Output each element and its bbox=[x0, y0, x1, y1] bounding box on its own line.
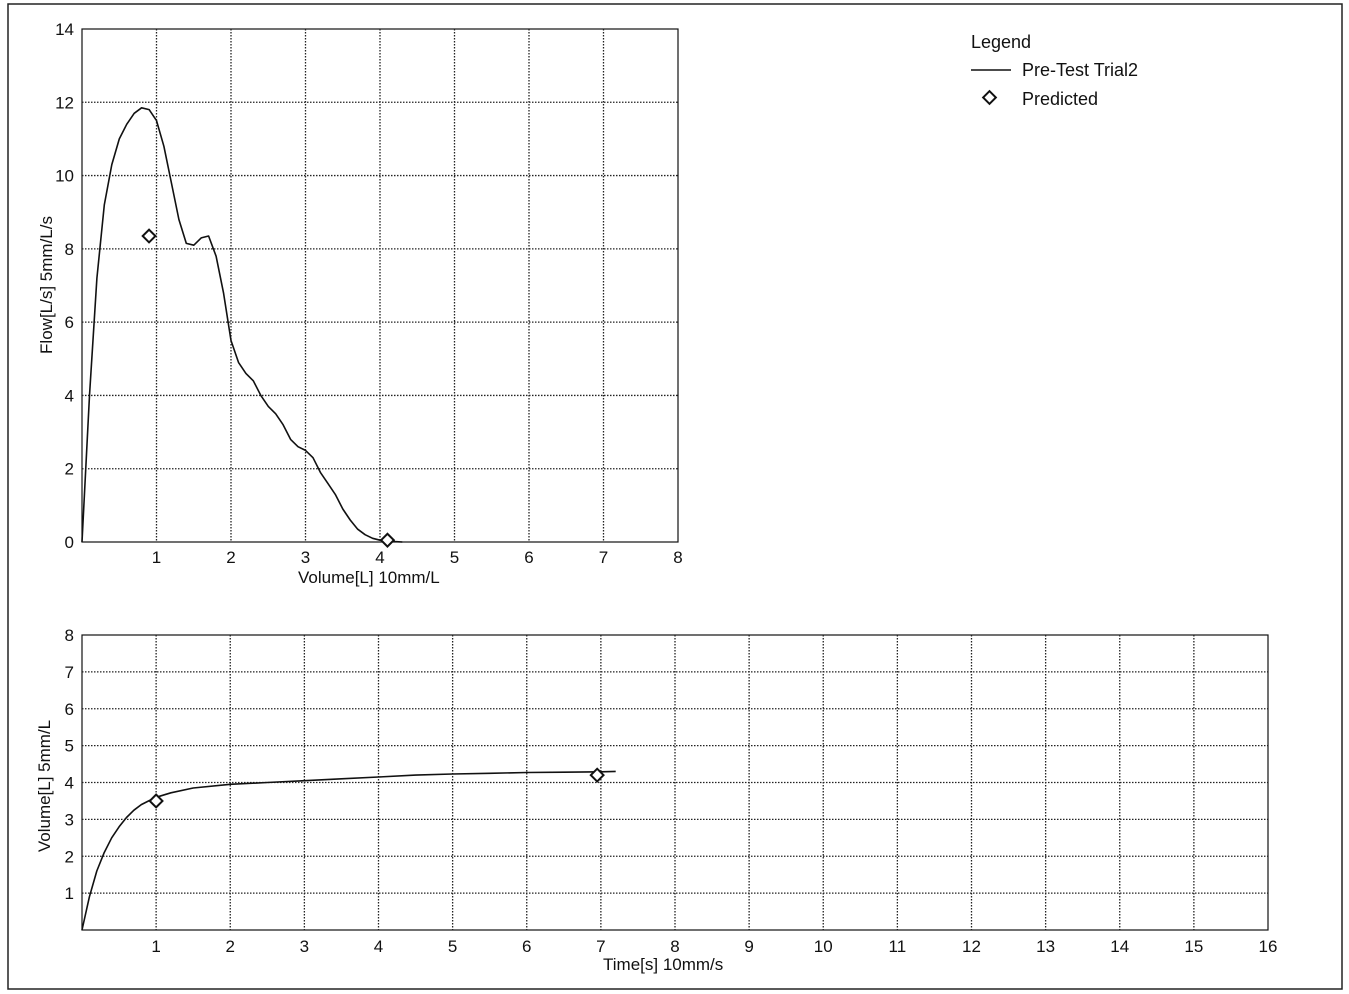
volume-time-y-tick-label: 4 bbox=[65, 774, 74, 793]
volume-time-x-tick-label: 1 bbox=[151, 937, 160, 956]
flow-volume-y-tick-label: 6 bbox=[65, 313, 74, 332]
flow-volume-x-tick-label: 1 bbox=[152, 548, 161, 567]
volume-time-predicted-point bbox=[589, 767, 605, 783]
flow-volume-predicted-point bbox=[379, 532, 396, 548]
legend-title: Legend bbox=[971, 32, 1031, 52]
volume-time-x-tick-label: 12 bbox=[962, 937, 981, 956]
volume-time-predicted-layer bbox=[148, 767, 605, 809]
flow-volume-predicted-point bbox=[141, 228, 157, 244]
flow-volume-x-tick-label: 8 bbox=[673, 548, 682, 567]
volume-time-x-tick-label: 4 bbox=[374, 937, 383, 956]
volume-time-trial-curve bbox=[81, 770, 616, 931]
flow-volume-x-tick-label: 7 bbox=[599, 548, 608, 567]
volume-time-x-tick-label: 16 bbox=[1259, 937, 1278, 956]
legend-entry-predicted: Predicted bbox=[1022, 89, 1098, 109]
flow-volume-x-tick-label: 5 bbox=[450, 548, 459, 567]
legend-entry-trial: Pre-Test Trial2 bbox=[1022, 60, 1138, 80]
volume-time-y-tick-label: 8 bbox=[65, 626, 74, 645]
legend-diamond-icon bbox=[981, 89, 998, 106]
flow-volume-trial-curve bbox=[81, 107, 403, 543]
volume-time-x-tick-label: 8 bbox=[670, 937, 679, 956]
flow-volume-x-tick-label: 6 bbox=[524, 548, 533, 567]
flow-volume-x-tick-label: 2 bbox=[226, 548, 235, 567]
volume-time-y-tick-label: 1 bbox=[65, 884, 74, 903]
volume-time-y-tick-label: 6 bbox=[65, 700, 74, 719]
flow-volume-x-tick-label: 3 bbox=[301, 548, 310, 567]
volume-time-x-tick-label: 7 bbox=[596, 937, 605, 956]
volume-time-y-tick-label: 2 bbox=[65, 847, 74, 866]
volume-time-y-axis-label: Volume[L] 5mm/L bbox=[35, 720, 54, 852]
volume-time-y-tick-label: 3 bbox=[65, 810, 74, 829]
volume-time-y-ticks: 1 2 3 4 5 6 7 8 bbox=[65, 626, 74, 903]
flow-volume-x-axis-label: Volume[L] 10mm/L bbox=[298, 568, 440, 587]
legend: Legend Pre-Test Trial2 Predicted bbox=[971, 32, 1138, 109]
volume-time-x-tick-label: 2 bbox=[226, 937, 235, 956]
volume-time-x-tick-label: 15 bbox=[1184, 937, 1203, 956]
flow-volume-grid bbox=[81, 28, 679, 543]
volume-time-x-tick-label: 10 bbox=[814, 937, 833, 956]
flow-volume-y-ticks: 0 2 4 6 8 10 12 14 bbox=[55, 20, 74, 552]
volume-time-grid bbox=[81, 634, 1269, 931]
volume-time-y-tick-label: 5 bbox=[65, 737, 74, 756]
volume-time-curve-layer bbox=[81, 770, 616, 931]
flow-volume-y-tick-label: 0 bbox=[65, 533, 74, 552]
flow-volume-x-tick-label: 4 bbox=[375, 548, 384, 567]
flow-volume-y-tick-label: 10 bbox=[55, 167, 74, 186]
flow-volume-curve-layer bbox=[81, 107, 403, 543]
volume-time-x-tick-label: 9 bbox=[744, 937, 753, 956]
page-border bbox=[7, 3, 1343, 990]
volume-time-x-ticks: 1 2 3 4 5 6 7 8 9 10 11 12 13 14 15 16 bbox=[151, 937, 1277, 956]
flow-volume-y-tick-label: 4 bbox=[65, 386, 74, 405]
volume-time-x-tick-label: 13 bbox=[1036, 937, 1055, 956]
volume-time-x-axis-label: Time[s] 10mm/s bbox=[603, 955, 723, 974]
flow-volume-y-axis-label: Flow[L/s] 5mm/L/s bbox=[37, 216, 56, 354]
volume-time-x-tick-label: 3 bbox=[300, 937, 309, 956]
flow-volume-y-tick-label: 2 bbox=[65, 460, 74, 479]
flow-volume-y-tick-label: 14 bbox=[55, 20, 74, 39]
volume-time-x-tick-label: 14 bbox=[1110, 937, 1129, 956]
flow-volume-predicted-layer bbox=[141, 228, 396, 548]
flow-volume-x-ticks: 1 2 3 4 5 6 7 8 bbox=[152, 548, 683, 567]
volume-time-x-tick-label: 5 bbox=[448, 937, 457, 956]
flow-volume-y-tick-label: 8 bbox=[65, 240, 74, 259]
volume-time-x-tick-label: 11 bbox=[889, 937, 907, 956]
volume-time-x-tick-label: 6 bbox=[522, 937, 531, 956]
volume-time-y-tick-label: 7 bbox=[65, 663, 74, 682]
flow-volume-y-tick-label: 12 bbox=[55, 93, 74, 112]
volume-time-predicted-point bbox=[148, 793, 164, 809]
